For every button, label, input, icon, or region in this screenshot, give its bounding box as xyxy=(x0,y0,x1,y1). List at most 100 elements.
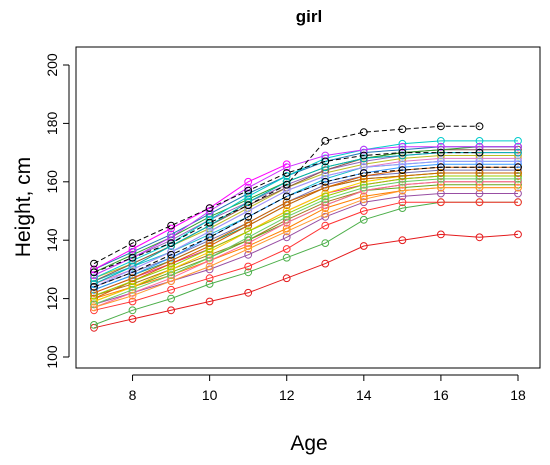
series-3 xyxy=(90,230,522,332)
series-line xyxy=(93,163,287,270)
data-point xyxy=(321,137,330,145)
data-point xyxy=(475,137,484,145)
x-tick-label: 12 xyxy=(279,387,295,403)
data-point xyxy=(514,148,522,157)
series-line xyxy=(93,160,518,288)
data-point xyxy=(282,227,291,236)
data-point xyxy=(359,207,368,215)
data-point xyxy=(128,268,137,277)
data-point xyxy=(205,280,214,288)
data-point xyxy=(244,192,253,201)
data-point xyxy=(321,172,330,180)
data-point xyxy=(359,215,368,224)
data-point xyxy=(475,183,484,192)
data-point xyxy=(282,163,291,172)
data-point xyxy=(321,210,330,218)
data-point xyxy=(475,148,484,157)
data-point xyxy=(398,172,407,180)
data-point xyxy=(244,212,253,221)
data-point xyxy=(282,212,291,221)
data-point xyxy=(167,256,176,265)
data-point xyxy=(167,306,176,315)
data-point xyxy=(128,291,137,300)
series-line xyxy=(93,155,518,279)
data-point xyxy=(90,288,98,297)
data-point xyxy=(128,285,137,294)
data-point xyxy=(244,245,253,253)
data-point xyxy=(205,239,214,248)
data-point xyxy=(282,233,291,242)
data-point xyxy=(321,195,330,204)
data-point xyxy=(244,262,253,271)
x-tick-label: 10 xyxy=(202,387,218,403)
data-point xyxy=(475,142,484,151)
y-tick-label: 120 xyxy=(44,287,60,311)
data-point xyxy=(128,253,137,262)
data-point xyxy=(437,137,445,145)
data-point xyxy=(205,204,214,213)
data-point xyxy=(205,245,214,253)
series-line xyxy=(93,233,519,329)
data-point xyxy=(398,177,407,186)
data-point xyxy=(244,288,253,297)
y-axis: 100 120 140 160 180 200 xyxy=(44,53,70,369)
data-point xyxy=(244,207,253,215)
data-point xyxy=(282,180,291,189)
plot-area xyxy=(75,46,541,369)
x-tick-label: 16 xyxy=(433,387,449,403)
data-point xyxy=(437,189,445,198)
data-point xyxy=(128,274,137,283)
data-point xyxy=(359,195,368,204)
data-point xyxy=(398,166,407,175)
data-point xyxy=(282,218,291,227)
data-point xyxy=(167,233,176,242)
series-line xyxy=(93,125,480,273)
data-point xyxy=(359,151,368,160)
data-point xyxy=(282,253,291,262)
data-point xyxy=(398,142,407,151)
data-point xyxy=(167,224,176,233)
x-tick-label: 14 xyxy=(356,387,372,403)
data-point xyxy=(359,145,368,154)
data-point xyxy=(90,300,98,309)
data-point xyxy=(205,274,214,283)
data-point xyxy=(90,321,98,329)
data-point xyxy=(90,283,98,291)
series-line xyxy=(93,175,518,297)
data-point xyxy=(475,122,484,131)
series-12 xyxy=(90,166,522,291)
data-point xyxy=(90,259,98,268)
data-point xyxy=(282,172,291,180)
data-point xyxy=(128,245,137,253)
plot-frame xyxy=(75,46,541,369)
data-point xyxy=(437,148,445,157)
data-point xyxy=(437,142,445,151)
data-point xyxy=(244,186,253,195)
data-point xyxy=(398,236,407,245)
data-point xyxy=(514,230,522,239)
y-tick-label: 200 xyxy=(44,53,60,77)
data-point xyxy=(321,163,330,172)
data-point xyxy=(321,151,330,160)
data-point xyxy=(398,148,407,157)
series-line xyxy=(93,201,518,311)
data-point xyxy=(244,233,253,242)
series-5 xyxy=(90,198,522,315)
data-point xyxy=(90,303,98,312)
data-point xyxy=(167,277,176,286)
data-point xyxy=(514,157,522,166)
data-point xyxy=(321,239,330,248)
chart-title: girl xyxy=(296,7,322,26)
data-point xyxy=(282,169,291,177)
data-point xyxy=(205,262,214,271)
data-point xyxy=(359,169,368,177)
series-line xyxy=(93,152,518,285)
series-layer xyxy=(90,122,522,332)
series-23 xyxy=(90,160,291,274)
data-point xyxy=(282,245,291,253)
data-point xyxy=(167,271,176,280)
data-point xyxy=(205,233,214,242)
data-point xyxy=(244,218,253,227)
data-point xyxy=(437,122,445,131)
series-0 xyxy=(90,122,484,277)
